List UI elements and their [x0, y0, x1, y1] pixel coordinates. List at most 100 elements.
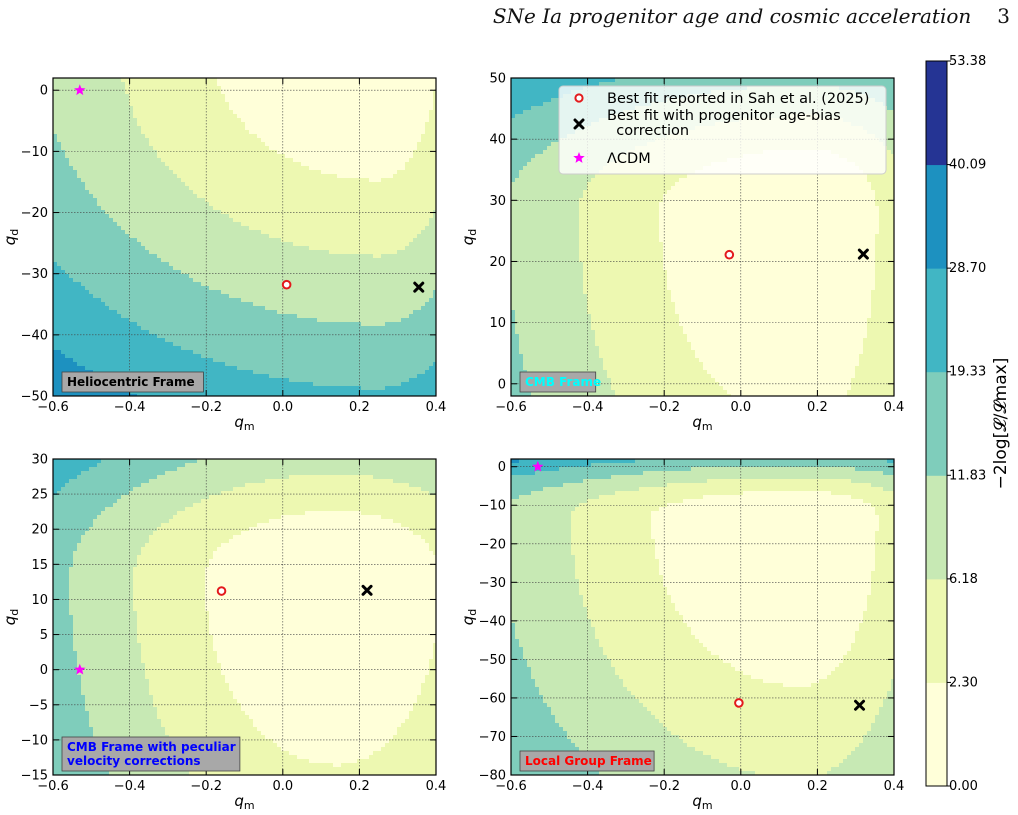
- y-tick-label: −20: [21, 206, 48, 221]
- x-tick-label: 0.0: [730, 400, 751, 415]
- colorbar: 0.00 2.30 6.18 11.83 19.33 28.70 40.09 53.38 −2l…: [925, 54, 1011, 794]
- colorbar-frame: [925, 60, 948, 787]
- frame-label: CMB Frame with peculiar velocity correcti…: [67, 740, 236, 768]
- grid-lines: [511, 459, 894, 775]
- legend-box: [558, 85, 887, 175]
- best-fit-reported-marker: [281, 279, 292, 290]
- colorbar-tick-label: 19.33: [949, 365, 986, 380]
- lcdm-star-marker: [74, 663, 86, 675]
- running-head: SNe Ia progenitor age and cosmic acceler…: [493, 4, 1010, 28]
- colorbar-label: −2log[𝓛/𝓛max]: [991, 358, 1011, 490]
- x-tick-label: 0.4: [426, 400, 447, 415]
- x-tick-label: −0.4: [572, 779, 604, 794]
- y-tick-label: −20: [479, 537, 506, 552]
- y-axis-label: qd: [459, 609, 479, 626]
- y-tick-label: −10: [21, 145, 48, 160]
- y-tick-label: 20: [489, 255, 506, 270]
- y-tick-label: 0: [40, 84, 48, 99]
- colorbar-segment: [926, 268, 947, 373]
- x-tick-label: 0.4: [426, 779, 447, 794]
- colorbar-segment: [926, 371, 947, 476]
- y-tick-label: 0: [40, 663, 48, 678]
- y-tick-label: −10: [479, 499, 506, 514]
- y-tick-label: −70: [479, 730, 506, 745]
- plot-frame: [52, 458, 437, 776]
- contour-fills: [53, 459, 436, 775]
- frame-label-box: [61, 736, 241, 772]
- x-tick-label: 0.2: [349, 779, 370, 794]
- x-tick-label: −0.4: [114, 779, 146, 794]
- x-tick-label: −0.6: [495, 779, 527, 794]
- colorbar-tick-label: 40.09: [949, 158, 986, 173]
- x-tick-label: −0.4: [114, 400, 146, 415]
- legend-marker-x: [573, 118, 585, 130]
- contour-fills: [511, 459, 894, 775]
- best-fit-reported-marker: [216, 586, 227, 596]
- x-tick-label: 0.0: [272, 779, 293, 794]
- colorbar-segment: [926, 475, 947, 580]
- y-axis-label: qd: [1, 609, 21, 626]
- best-fit-corrected-marker: [857, 248, 869, 260]
- y-tick-label: 20: [31, 523, 48, 538]
- y-tick-label: 10: [31, 593, 48, 608]
- x-tick-label: 0.4: [884, 400, 905, 415]
- y-tick-label: −60: [479, 691, 506, 706]
- x-tick-label: −0.6: [37, 400, 69, 415]
- legend-label: ΛCDM: [607, 151, 651, 167]
- y-tick-label: −10: [21, 733, 48, 748]
- legend-marker-circle: [574, 93, 584, 103]
- y-tick-label: −50: [21, 390, 48, 405]
- best-fit-corrected-marker: [361, 584, 373, 596]
- colorbar-segment: [926, 682, 947, 787]
- x-axis-label: qm: [234, 413, 254, 433]
- legend-label: Best fit reported in Sah et al. (2025): [607, 91, 869, 107]
- best-fit-corrected-marker: [413, 281, 425, 293]
- x-tick-label: −0.4: [572, 400, 604, 415]
- plot-frame: [510, 458, 895, 776]
- x-tick-label: −0.6: [495, 400, 527, 415]
- x-tick-label: 0.2: [349, 400, 370, 415]
- frame-label-box: [61, 371, 204, 393]
- x-axis-label: qm: [692, 792, 712, 812]
- best-fit-reported-marker: [724, 249, 735, 260]
- panel-bottom-left: −0.6 −0.4 −0.2 0.0 0.2 0.4 −15 −10 −5 0 5 10 15 20 25 3…: [1, 453, 446, 813]
- y-tick-label: 30: [31, 453, 48, 468]
- frame-label: Local Group Frame: [525, 754, 652, 768]
- x-tick-label: −0.2: [190, 400, 222, 415]
- frame-label: Heliocentric Frame: [67, 375, 195, 389]
- colorbar-tick-label: 28.70: [949, 261, 986, 276]
- plot-frame: [510, 77, 895, 397]
- x-tick-label: 0.0: [730, 779, 751, 794]
- grid-lines: [53, 78, 436, 396]
- plot-frame: [52, 77, 437, 397]
- y-tick-label: −30: [479, 576, 506, 591]
- frame-label: CMB Frame: [525, 375, 601, 389]
- legend: Best fit reported in Sah et al. (2025)Be…: [558, 85, 887, 175]
- colorbar-tick-label: 6.18: [949, 572, 978, 587]
- lcdm-star-marker: [74, 84, 86, 96]
- y-tick-label: 0: [498, 460, 506, 475]
- x-axis-label: qm: [692, 413, 712, 433]
- y-tick-label: 40: [489, 133, 506, 148]
- y-axis-label: qd: [1, 229, 21, 246]
- colorbar-tick-label: 11.83: [949, 468, 986, 483]
- contour-fills: [53, 78, 436, 396]
- colorbar-tick-label: 0.00: [949, 779, 978, 794]
- x-tick-label: 0.4: [884, 779, 905, 794]
- x-axis-label: qm: [234, 792, 254, 812]
- colorbar-segment: [926, 578, 947, 683]
- y-tick-label: −40: [21, 328, 48, 343]
- y-tick-label: −5: [29, 698, 48, 713]
- y-tick-label: 10: [489, 316, 506, 331]
- x-tick-label: 0.0: [272, 400, 293, 415]
- colorbar-tick-label: 2.30: [949, 675, 978, 690]
- y-tick-label: 30: [489, 194, 506, 209]
- y-tick-label: 25: [31, 488, 48, 503]
- y-tick-label: −80: [479, 769, 506, 784]
- panel-top-left: −0.6 −0.4 −0.2 0.0 0.2 0.4 −50 −40 −30 −20 −10 0 qm q…: [1, 77, 447, 433]
- y-tick-label: 15: [31, 558, 48, 573]
- y-tick-label: −40: [479, 614, 506, 629]
- panel-bottom-right: −0.6 −0.4 −0.2 0.0 0.2 0.4 −80 −70 −60 −50 −40 −30 −…: [459, 458, 905, 812]
- page-number: 3: [997, 4, 1010, 28]
